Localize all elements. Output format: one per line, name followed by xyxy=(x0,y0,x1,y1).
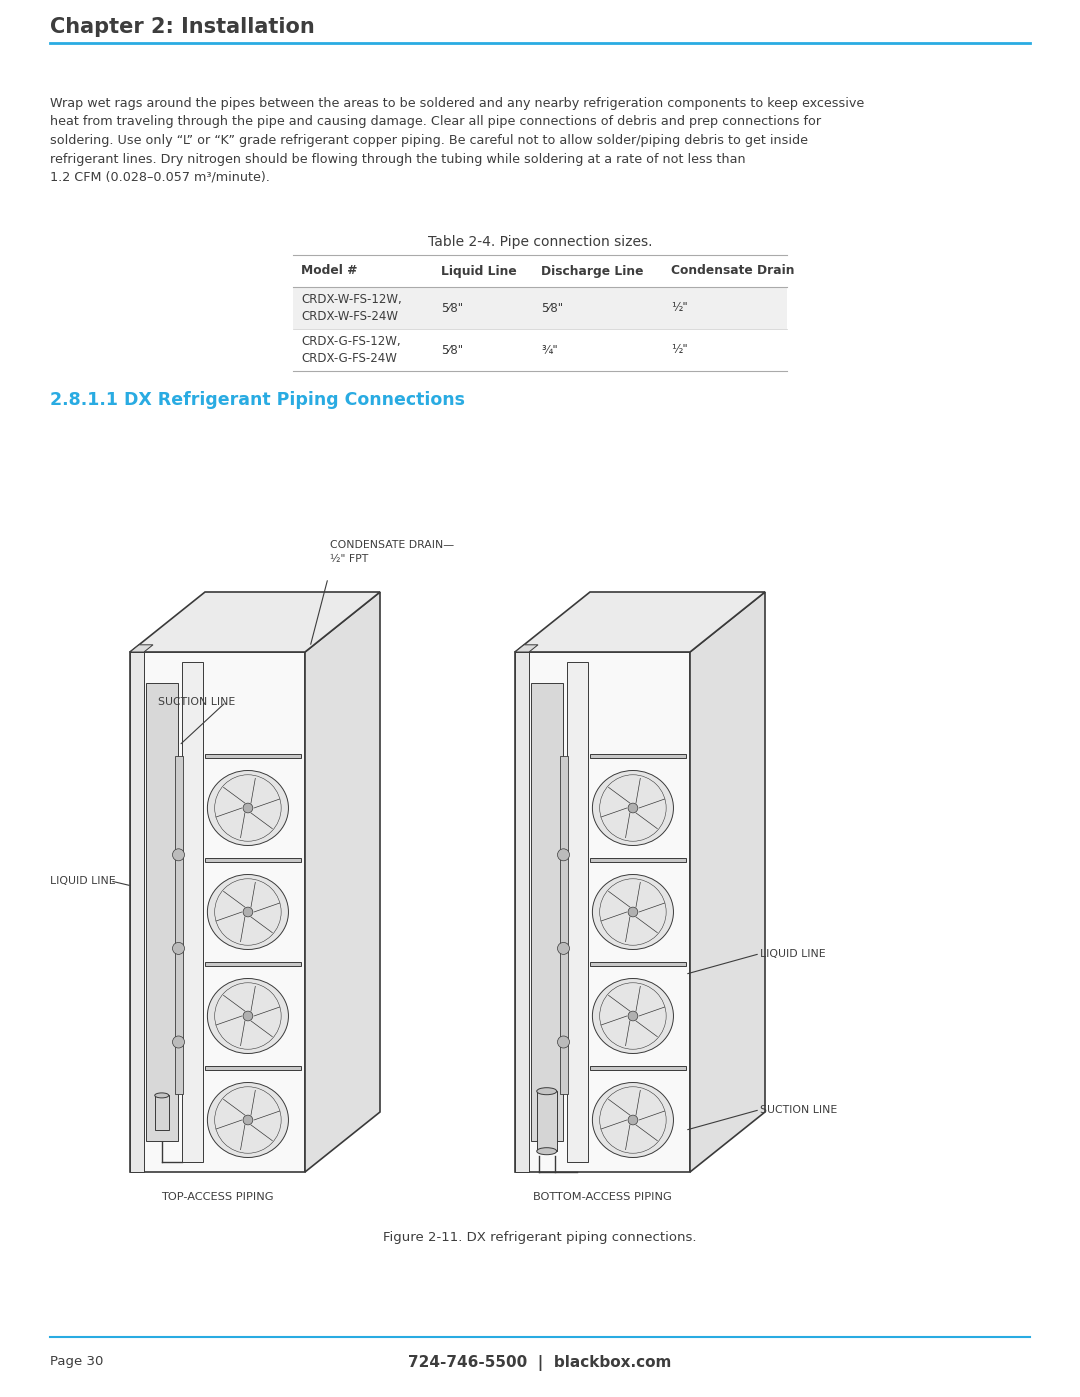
Polygon shape xyxy=(130,652,305,1172)
Bar xyxy=(590,858,686,862)
Ellipse shape xyxy=(207,771,288,845)
Text: Wrap wet rags around the pipes between the areas to be soldered and any nearby r: Wrap wet rags around the pipes between t… xyxy=(50,96,864,184)
Circle shape xyxy=(173,1037,185,1048)
Text: 724-746-5500  |  blackbox.com: 724-746-5500 | blackbox.com xyxy=(408,1355,672,1370)
Polygon shape xyxy=(515,592,765,652)
Bar xyxy=(146,683,177,1141)
Polygon shape xyxy=(130,645,153,652)
Text: Discharge Line: Discharge Line xyxy=(541,264,644,278)
Ellipse shape xyxy=(593,1083,674,1158)
Bar xyxy=(559,756,567,1094)
Text: BOTTOM-ACCESS PIPING: BOTTOM-ACCESS PIPING xyxy=(534,1192,672,1201)
Bar xyxy=(590,963,686,965)
Circle shape xyxy=(557,943,569,954)
Bar xyxy=(130,652,144,1172)
Text: ½": ½" xyxy=(671,344,688,356)
Bar xyxy=(154,1095,168,1130)
Text: ¾": ¾" xyxy=(541,344,557,356)
Bar xyxy=(590,754,686,759)
Polygon shape xyxy=(130,592,380,652)
Text: Model #: Model # xyxy=(301,264,357,278)
Text: 5⁄8": 5⁄8" xyxy=(441,344,463,356)
Bar xyxy=(537,1091,557,1151)
Circle shape xyxy=(243,907,253,916)
Circle shape xyxy=(557,1037,569,1048)
Text: CRDX-G-FS-12W,
CRDX-G-FS-24W: CRDX-G-FS-12W, CRDX-G-FS-24W xyxy=(301,335,401,365)
Text: ½": ½" xyxy=(671,302,688,314)
Ellipse shape xyxy=(593,978,674,1053)
Text: ½" FPT: ½" FPT xyxy=(330,555,368,564)
Bar xyxy=(515,652,529,1172)
Circle shape xyxy=(173,849,185,861)
Polygon shape xyxy=(515,652,690,1172)
Bar xyxy=(567,662,588,1161)
Text: SUCTION LINE: SUCTION LINE xyxy=(760,1105,837,1115)
Text: Table 2-4. Pipe connection sizes.: Table 2-4. Pipe connection sizes. xyxy=(428,235,652,249)
Text: LIQUID LINE: LIQUID LINE xyxy=(760,949,825,958)
Text: Chapter 2: Installation: Chapter 2: Installation xyxy=(50,17,314,36)
Bar xyxy=(204,963,301,965)
Bar xyxy=(531,683,563,1141)
Circle shape xyxy=(629,1011,638,1021)
Ellipse shape xyxy=(537,1088,557,1095)
Bar xyxy=(590,1066,686,1070)
Bar xyxy=(181,662,203,1161)
Bar xyxy=(293,330,787,372)
Text: LIQUID LINE: LIQUID LINE xyxy=(50,876,116,886)
Ellipse shape xyxy=(207,1083,288,1158)
Circle shape xyxy=(557,849,569,861)
Ellipse shape xyxy=(207,978,288,1053)
Text: 5⁄8": 5⁄8" xyxy=(441,302,463,314)
Text: Figure 2-11. DX refrigerant piping connections.: Figure 2-11. DX refrigerant piping conne… xyxy=(383,1231,697,1243)
Ellipse shape xyxy=(593,875,674,950)
Circle shape xyxy=(243,803,253,813)
Circle shape xyxy=(243,1115,253,1125)
Ellipse shape xyxy=(537,1148,557,1155)
Text: CRDX-W-FS-12W,
CRDX-W-FS-24W: CRDX-W-FS-12W, CRDX-W-FS-24W xyxy=(301,293,402,323)
Text: 5⁄8": 5⁄8" xyxy=(541,302,563,314)
Text: 2.8.1.1 DX Refrigerant Piping Connections: 2.8.1.1 DX Refrigerant Piping Connection… xyxy=(50,391,465,409)
Bar xyxy=(204,1066,301,1070)
Circle shape xyxy=(629,1115,638,1125)
Bar xyxy=(175,756,183,1094)
Ellipse shape xyxy=(593,771,674,845)
Text: TOP-ACCESS PIPING: TOP-ACCESS PIPING xyxy=(161,1192,273,1201)
Circle shape xyxy=(629,907,638,916)
Text: Liquid Line: Liquid Line xyxy=(441,264,516,278)
Text: SUCTION LINE: SUCTION LINE xyxy=(158,697,235,707)
Circle shape xyxy=(173,943,185,954)
Circle shape xyxy=(629,803,638,813)
Circle shape xyxy=(243,1011,253,1021)
Text: Condensate Drain: Condensate Drain xyxy=(671,264,795,278)
Text: Page 30: Page 30 xyxy=(50,1355,104,1368)
Ellipse shape xyxy=(207,875,288,950)
Bar xyxy=(204,858,301,862)
Polygon shape xyxy=(690,592,765,1172)
Polygon shape xyxy=(515,645,538,652)
Polygon shape xyxy=(305,592,380,1172)
Bar xyxy=(293,286,787,330)
Ellipse shape xyxy=(154,1092,168,1098)
Text: CONDENSATE DRAIN—: CONDENSATE DRAIN— xyxy=(330,541,454,550)
Bar xyxy=(204,754,301,759)
